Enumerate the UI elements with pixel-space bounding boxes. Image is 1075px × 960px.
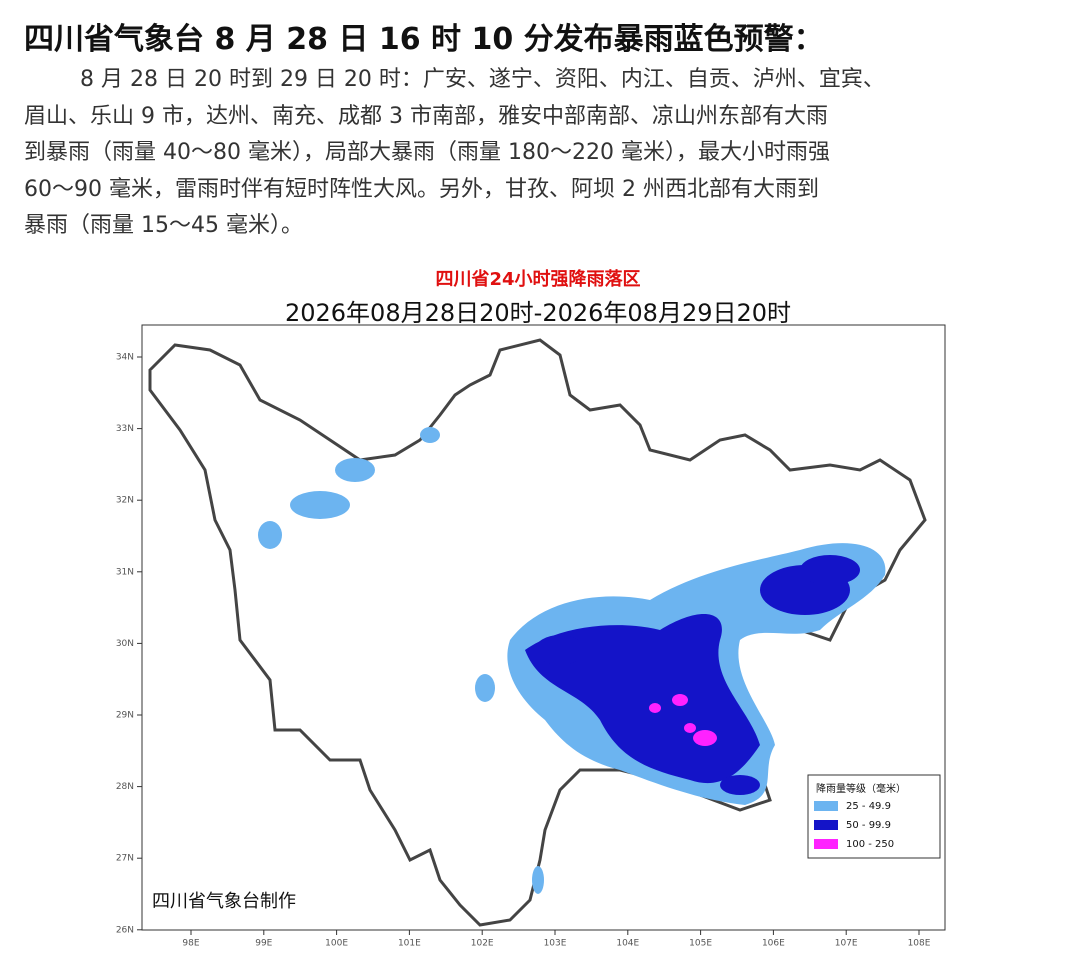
lat-label: 27N [116,854,134,864]
lon-label: 101E [398,939,421,949]
text-line: 暴雨（雨量 15～45 毫米）。 [24,213,303,238]
lat-label: 26N [116,925,134,935]
lat-label: 32N [116,496,134,506]
lon-label: 102E [471,939,494,949]
text-line: 眉山、乐山 9 市，达州、南充、成都 3 市南部，雅安中部南部、凉山州东部有大雨 [24,103,828,129]
lat-label: 31N [116,567,134,577]
lat-label: 29N [116,711,134,721]
text-line: 60～90 毫米，雷雨时伴有短时阵性大风。另外，甘孜、阿坝 2 州西北部有大雨到 [24,176,819,202]
lon-label: 100E [325,939,348,949]
legend-swatch [814,820,838,830]
lon-label: 107E [835,939,858,949]
legend-title: 降雨量等级（毫米） [816,782,906,795]
legend: 25 - 49.9 50 - 99.9 100 - 250 [814,801,894,850]
text-line: 8 月 28 日 20 时到 29 日 20 时：广安、遂宁、资阳、内江、自贡、… [80,67,885,92]
lat-label: 30N [116,639,134,649]
lon-label: 105E [689,939,712,949]
lon-label: 99E [255,939,272,949]
legend-swatch [814,801,838,811]
legend-swatch [814,839,838,849]
rain-extreme [649,694,717,746]
legend-label: 25 - 49.9 [846,801,891,812]
lon-label: 106E [762,939,785,949]
lat-label: 33N [116,424,134,434]
credit: 四川省气象台制作 [152,891,296,912]
legend-label: 50 - 99.9 [846,820,891,831]
lon-label: 98E [182,939,199,949]
lat-label: 34N [116,353,134,363]
map-title: 四川省24小时强降雨落区 [435,268,640,290]
map-subtitle: 2026年08月28日20时-2026年08月29日20时 [285,299,791,327]
lat-label: 28N [116,782,134,792]
heading: 四川省气象台 8 月 28 日 16 时 10 分发布暴雨蓝色预警： [24,22,824,57]
legend-label: 100 - 250 [846,839,894,850]
lon-label: 104E [616,939,639,949]
warning-text: 8 月 28 日 20 时到 29 日 20 时：广安、遂宁、资阳、内江、自贡、… [24,62,885,245]
text-line: 到暴雨（雨量 40～80 毫米），局部大暴雨（雨量 180～220 毫米），最大… [24,140,830,165]
lon-label: 103E [544,939,567,949]
lon-label: 108E [908,939,931,949]
